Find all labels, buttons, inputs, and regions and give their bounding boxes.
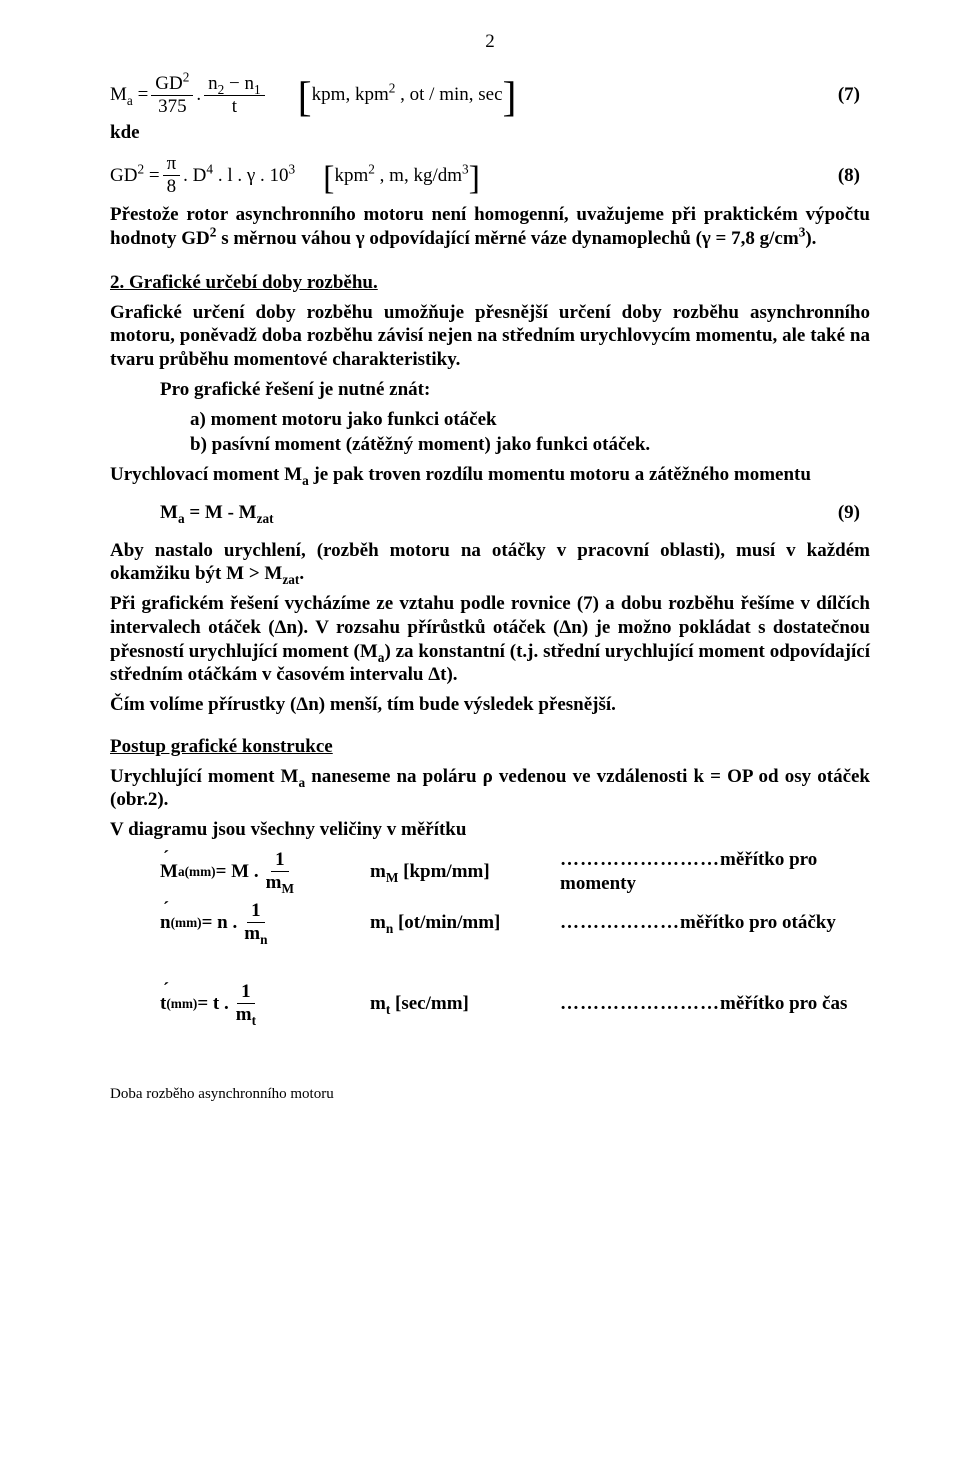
sec2-p1: Grafické určení doby rozběhu umožňuje př…	[110, 301, 870, 372]
eq7-frac1: GD2 375	[151, 74, 193, 117]
scale-row-M: Ma(mm) = M . 1 mM mM [kpm/mm] ……………………mě…	[110, 848, 870, 896]
equation-7: Ma = GD2 375 . n2 − n1 t [ kpm, kpm2 , o…	[110, 74, 870, 117]
postup-p2: V diagramu jsou všechny veličiny v měřít…	[110, 818, 870, 842]
sec2-li-b: b) pasívní moment (zátěžný moment) jako …	[110, 433, 870, 457]
scale-row-t: t(mm) = t . 1 mt mt [sec/mm] ……………………měř…	[110, 982, 870, 1025]
scalen-sym: n	[160, 911, 171, 935]
scalet-sym: t	[160, 992, 166, 1016]
p5: Při grafickém řešení vycházíme ze vztahu…	[110, 592, 870, 687]
eq9-number: (9)	[838, 501, 870, 525]
equation-9: Ma = M - Mzat (9)	[110, 501, 870, 525]
scalen-frac: 1 mn	[240, 901, 271, 944]
eq9-text: Ma = M - Mzat	[160, 501, 274, 525]
scale-row-n: n(mm) = n . 1 mn mn [ot/min/mm] ………………mě…	[110, 901, 870, 944]
eq7-frac2: n2 − n1 t	[204, 74, 265, 117]
scaleM-sym: M	[160, 860, 178, 884]
sec2-p3: Urychlovací moment Ma je pak troven rozd…	[110, 463, 870, 487]
eq8-mid: . D4 . l . γ . 103	[183, 164, 295, 188]
postup-p1: Urychlující moment Ma naneseme na poláru…	[110, 765, 870, 813]
p6: Čím volíme přírustky (Δn) menší, tím bud…	[110, 693, 870, 717]
eq7-lbracket: [	[298, 82, 312, 116]
eq8-lbracket: [	[323, 165, 334, 192]
eq8-number: (8)	[838, 164, 870, 188]
eq7-units: kpm, kpm2 , ot / min, sec	[312, 83, 503, 107]
eq7-dot: .	[196, 83, 201, 107]
equation-8: GD2 = π 8 . D4 . l . γ . 103 [ kpm2 , m,…	[110, 154, 870, 197]
sec2-li-a: a) moment motoru jako funkci otáček	[110, 408, 870, 432]
section-2-title: 2. Grafické určebí doby rozběhu.	[110, 271, 870, 295]
p4: Aby nastalo urychlení, (rozběh motoru na…	[110, 539, 870, 587]
sec2-p2-lead: Pro grafické řešení je nutné znát:	[110, 378, 870, 402]
page-number: 2	[110, 30, 870, 54]
eq8-lhs: GD2 =	[110, 164, 160, 188]
eq8-rbracket: ]	[469, 165, 480, 192]
eq7-number: (7)	[838, 83, 870, 107]
postup-title: Postup grafické konstrukce	[110, 735, 870, 759]
scaleM-frac: 1 mM	[262, 850, 298, 893]
page-footer: Doba rozběho asynchronního motoru	[110, 1085, 870, 1104]
kde-label: kde	[110, 121, 870, 145]
eq7-rbracket: ]	[503, 82, 517, 116]
para-after-eq8: Přestože rotor asynchronního motoru není…	[110, 203, 870, 251]
eq8-units: kpm2 , m, kg/dm3	[334, 164, 468, 188]
scalet-frac: 1 mt	[232, 982, 260, 1025]
eq8-frac: π 8	[163, 154, 181, 197]
eq7-lhs: Ma =	[110, 83, 148, 107]
